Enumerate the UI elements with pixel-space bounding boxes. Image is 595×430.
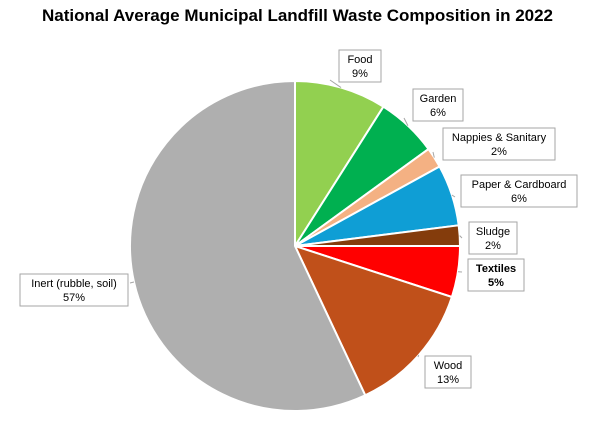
leader-line-paper-cardboard (451, 194, 456, 198)
leader-line-sludge (459, 235, 463, 239)
pie-slice-wood (293, 244, 454, 397)
slice-label-textiles: Textiles 5% (467, 258, 525, 292)
slice-label-nappies-sanitary: Nappies & Sanitary 2% (442, 127, 556, 161)
slice-label-sludge: Sludge 2% (468, 221, 518, 255)
slice-labels: Food 9% Garden 6% Nappies & Sanitary 2% Paper … (19, 49, 578, 389)
pie-slices (129, 79, 462, 412)
label-value: 9% (352, 68, 368, 80)
label-value: 6% (430, 107, 446, 119)
leader-line-inert-rubble-soil (129, 281, 135, 284)
label-value: 57% (63, 292, 85, 304)
label-box (468, 221, 518, 255)
label-value: 2% (491, 146, 507, 158)
label-box (424, 355, 472, 389)
label-box (442, 127, 556, 161)
label-category: Textiles (476, 263, 516, 275)
label-category: Paper & Cardboard (472, 179, 567, 191)
leader-line-food (329, 79, 342, 88)
slice-label-inert-rubble-soil: Inert (rubble, soil) 57% (19, 273, 129, 307)
label-box (338, 49, 382, 83)
label-category: Food (347, 54, 372, 66)
label-value: 2% (485, 240, 501, 252)
label-category: Sludge (476, 226, 510, 238)
chart-title: National Average Municipal Landfill Wast… (41, 6, 554, 25)
slice-label-paper-cardboard: Paper & Cardboard 6% (460, 174, 578, 208)
pie-slice-inert-rubble-soil (129, 79, 367, 412)
pie-slice-food (294, 79, 385, 250)
slice-label-garden: Garden 6% (412, 88, 464, 122)
label-box (412, 88, 464, 122)
slice-label-food: Food 9% (338, 49, 382, 83)
label-value: 13% (437, 374, 459, 386)
label-category: Garden (420, 93, 457, 105)
leader-line-garden (403, 117, 409, 126)
label-box (19, 273, 129, 307)
label-category: Inert (rubble, soil) (31, 278, 117, 290)
label-box (460, 174, 578, 208)
label-value: 6% (511, 193, 527, 205)
label-value: 5% (488, 277, 504, 289)
label-category: Nappies & Sanitary (452, 132, 547, 144)
label-category: Wood (434, 360, 463, 372)
leader-line-nappies-sanitary (432, 151, 435, 158)
leader-line-wood (417, 354, 420, 358)
leader-lines (129, 79, 463, 358)
label-box (467, 258, 525, 292)
slice-label-wood: Wood 13% (424, 355, 472, 389)
